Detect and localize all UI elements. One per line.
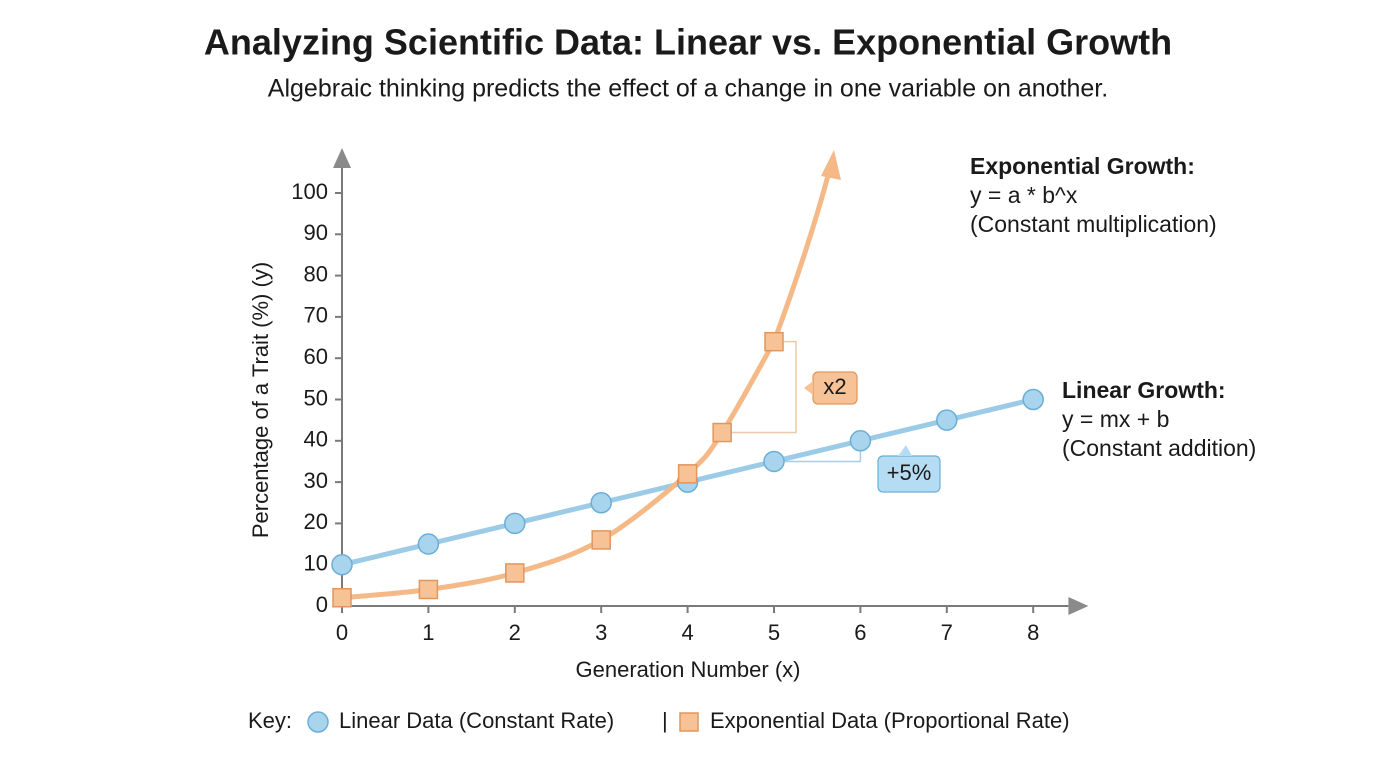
data-point xyxy=(1022,388,1044,411)
x-tick-label: 6 xyxy=(854,620,866,645)
data-point xyxy=(332,587,352,608)
x-tick-label: 2 xyxy=(509,620,521,645)
x-tick-label: 1 xyxy=(422,620,434,645)
data-point xyxy=(418,579,439,600)
curve-extension xyxy=(771,171,832,343)
y-axis-arrow xyxy=(333,147,351,168)
note-line: (Constant multiplication) xyxy=(970,211,1217,237)
data-point xyxy=(677,464,698,484)
y-axis-label: Percentage of a Trait (%) (y) xyxy=(248,262,273,538)
x-tick-label: 7 xyxy=(941,620,953,645)
data-point xyxy=(849,430,872,452)
x-tick-label: 5 xyxy=(768,620,780,645)
y-tick-label: 70 xyxy=(304,303,328,328)
data-point xyxy=(590,492,612,514)
legend-separator: | xyxy=(662,708,668,733)
note-title: Linear Growth: xyxy=(1062,377,1226,403)
y-tick-label: 10 xyxy=(304,551,328,576)
x-axis-label: Generation Number (x) xyxy=(576,657,801,682)
data-point xyxy=(763,450,785,473)
x-tick-label: 4 xyxy=(681,620,693,645)
chart-subtitle: Algebraic thinking predicts the effect o… xyxy=(268,75,1108,103)
data-point xyxy=(505,563,525,583)
annotation-pointer xyxy=(804,381,813,395)
y-tick-label: 40 xyxy=(304,427,328,452)
x-tick-label: 3 xyxy=(595,620,607,645)
y-tick-label: 20 xyxy=(304,509,328,534)
annotation-pointer xyxy=(898,445,912,456)
annotation-bracket xyxy=(722,340,797,434)
note-title: Exponential Growth: xyxy=(970,153,1195,179)
note-line: y = mx + b xyxy=(1062,406,1169,432)
data-point xyxy=(504,512,526,535)
x-tick-label: 0 xyxy=(336,620,348,645)
legend-marker xyxy=(679,712,699,732)
y-tick-label: 100 xyxy=(291,179,328,204)
legend-marker xyxy=(307,711,329,733)
data-point xyxy=(764,331,784,352)
y-tick-label: 30 xyxy=(304,468,328,493)
chart-title: Analyzing Scientific Data: Linear vs. Ex… xyxy=(204,22,1172,63)
data-point xyxy=(936,409,958,431)
series-line xyxy=(339,339,777,601)
legend-title: Key: xyxy=(248,708,292,733)
annotation: x2 xyxy=(823,374,846,399)
y-tick-label: 0 xyxy=(316,592,328,617)
note-line: y = a * b^x xyxy=(970,182,1078,208)
x-tick-label: 8 xyxy=(1027,620,1039,645)
data-point xyxy=(331,553,353,576)
y-tick-label: 60 xyxy=(304,344,328,369)
y-tick-label: 90 xyxy=(304,220,328,245)
note-line: (Constant addition) xyxy=(1062,435,1256,461)
annotation: +5% xyxy=(887,460,932,485)
y-tick-label: 80 xyxy=(304,261,328,286)
x-axis-arrow xyxy=(1068,597,1089,615)
data-point xyxy=(591,530,611,550)
curve-arrow xyxy=(821,149,841,180)
legend-label: Linear Data (Constant Rate) xyxy=(339,708,614,733)
data-point xyxy=(417,533,440,555)
data-point xyxy=(712,422,732,443)
legend-label: Exponential Data (Proportional Rate) xyxy=(710,708,1070,733)
y-tick-label: 50 xyxy=(304,385,328,410)
